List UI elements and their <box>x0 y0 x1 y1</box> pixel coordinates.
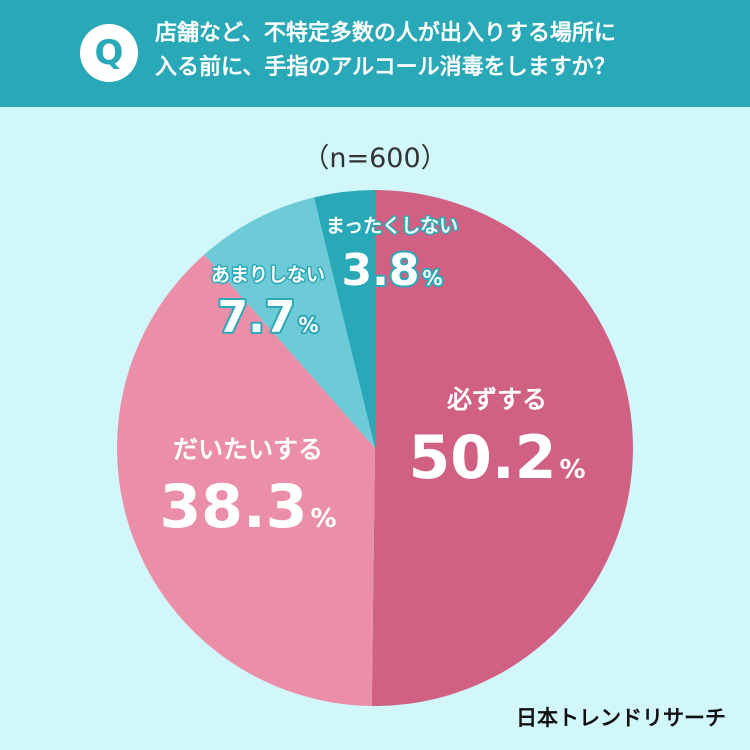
question-text: 店舗など、不特定多数の人が出入りする場所に 入る前に、手指のアルコール消毒をしま… <box>155 17 715 85</box>
slice-label-rarely: あまりしない <box>211 264 325 286</box>
brand-logo: 日本トレンドリサーチ <box>516 706 726 730</box>
pie-slice-mostly <box>116 254 375 706</box>
question-line-1: 店舗など、不特定多数の人が出入りする場所に <box>155 21 616 46</box>
question-badge: Q <box>80 24 138 82</box>
pie-slice-never <box>313 190 375 448</box>
slice-value-never: 3.8% <box>342 245 443 296</box>
sample-size: （n=600） <box>302 143 448 174</box>
pie-slice-always <box>371 190 633 706</box>
slice-label-mostly: だいたいする <box>173 435 323 464</box>
slice-value-rarely: 7.7% <box>218 292 319 343</box>
slice-value-always: 50.2% <box>408 423 585 493</box>
pie-slice-rarely <box>204 197 375 448</box>
slice-value-mostly: 38.3% <box>159 472 336 542</box>
slice-label-always: 必ずする <box>447 385 547 414</box>
question-line-2: 入る前に、手指のアルコール消毒をしますか？ <box>155 55 616 80</box>
slice-label-never: まったくしない <box>326 215 458 237</box>
question-header: Q 店舗など、不特定多数の人が出入りする場所に 入る前に、手指のアルコール消毒を… <box>0 0 750 107</box>
